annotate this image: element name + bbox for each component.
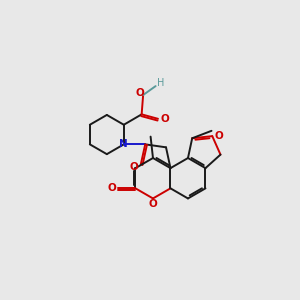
Text: H: H bbox=[157, 78, 165, 88]
Text: O: O bbox=[135, 88, 144, 98]
Text: O: O bbox=[214, 131, 223, 141]
Text: N: N bbox=[119, 140, 128, 149]
Text: O: O bbox=[160, 114, 169, 124]
Text: O: O bbox=[107, 183, 116, 193]
Text: O: O bbox=[148, 199, 157, 209]
Text: O: O bbox=[130, 162, 139, 172]
